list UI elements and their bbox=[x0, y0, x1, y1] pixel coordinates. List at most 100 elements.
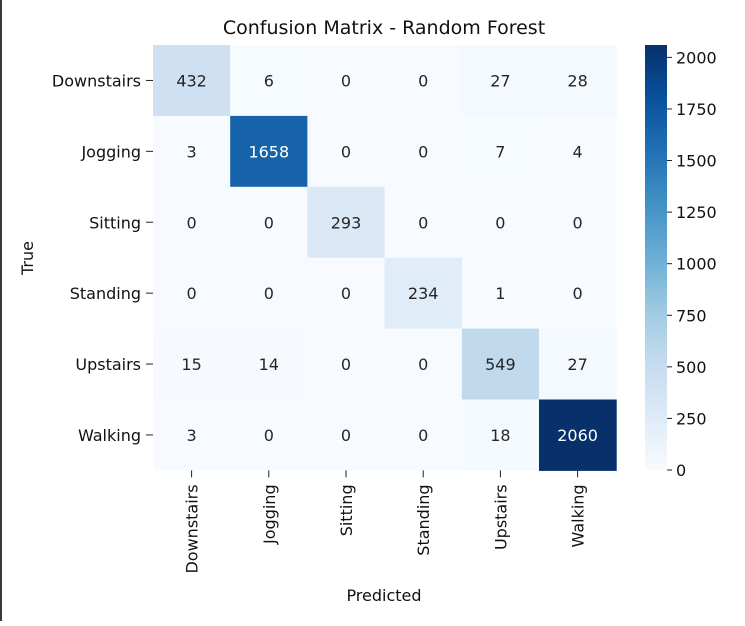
cell-value-label: 0 bbox=[341, 426, 351, 445]
heatmap-cell bbox=[461, 399, 540, 471]
heatmap-cell bbox=[307, 186, 386, 259]
cell-value-label: 0 bbox=[495, 213, 505, 232]
x-tick-label: Standing bbox=[414, 484, 433, 555]
heatmap-cell bbox=[230, 399, 308, 471]
colorbar-tick-label: 750 bbox=[676, 306, 707, 325]
heatmap-cell bbox=[461, 45, 540, 117]
cell-value-label: 0 bbox=[341, 142, 351, 161]
heatmap-cell bbox=[384, 115, 463, 188]
cell-value-label: 0 bbox=[187, 213, 197, 232]
colorbar-tick-label: 2000 bbox=[676, 48, 717, 67]
heatmap-cell bbox=[461, 115, 540, 188]
cell-value-label: 15 bbox=[181, 355, 201, 374]
y-tick-label: Sitting bbox=[89, 213, 141, 232]
heatmap-cell bbox=[153, 186, 231, 259]
cell-value-label: 0 bbox=[341, 284, 351, 303]
cell-value-label: 549 bbox=[485, 355, 516, 374]
y-tick-label: Standing bbox=[70, 284, 141, 303]
colorbar-tick-label: 250 bbox=[676, 409, 707, 428]
colorbar-tick-label: 1250 bbox=[676, 203, 717, 222]
x-tick-label: Upstairs bbox=[491, 484, 510, 550]
cell-value-label: 0 bbox=[418, 142, 428, 161]
cell-value-label: 27 bbox=[567, 355, 587, 374]
heatmap-cell bbox=[230, 328, 308, 400]
colorbar-tick-label: 0 bbox=[676, 461, 686, 480]
heatmap-cell bbox=[539, 186, 617, 259]
heatmap-cell bbox=[230, 186, 308, 259]
heatmap-cell bbox=[153, 328, 231, 400]
cell-value-label: 0 bbox=[187, 284, 197, 303]
cell-value-label: 3 bbox=[187, 426, 197, 445]
heatmap-cell bbox=[153, 115, 231, 188]
colorbar-tick-label: 1000 bbox=[676, 255, 717, 274]
cell-value-label: 6 bbox=[264, 71, 274, 90]
heatmap-cell bbox=[384, 328, 463, 400]
cell-value-label: 432 bbox=[176, 71, 207, 90]
cell-value-label: 0 bbox=[418, 213, 428, 232]
x-tick-label: Downstairs bbox=[183, 484, 202, 573]
heatmap-cell bbox=[153, 399, 231, 471]
cell-value-label: 293 bbox=[331, 213, 362, 232]
cell-value-label: 28 bbox=[567, 71, 587, 90]
cell-value-label: 3 bbox=[187, 142, 197, 161]
heatmap-cell bbox=[539, 115, 617, 188]
heatmap-cell bbox=[539, 45, 617, 117]
y-tick-label: Jogging bbox=[80, 142, 141, 161]
heatmap-cell bbox=[153, 257, 231, 330]
y-axis-label: True bbox=[18, 241, 37, 276]
cell-value-label: 4 bbox=[573, 142, 583, 161]
heatmap-cell bbox=[230, 45, 308, 117]
colorbar-tick-label: 1750 bbox=[676, 100, 717, 119]
x-tick-label: Jogging bbox=[260, 484, 279, 545]
cell-value-label: 0 bbox=[341, 355, 351, 374]
cell-value-label: 0 bbox=[418, 426, 428, 445]
cell-value-label: 0 bbox=[418, 71, 428, 90]
heatmap-cell bbox=[539, 328, 617, 400]
cell-value-label: 0 bbox=[418, 355, 428, 374]
colorbar-tick-label: 1500 bbox=[676, 152, 717, 171]
y-tick-labels: Downstairs Jogging Sitting Standing Upstairs… bbox=[52, 71, 153, 445]
heatmap-cell bbox=[461, 257, 540, 330]
colorbar-ticks: 0 250 500 750 1000 1250 1500 1750 2000 bbox=[667, 48, 717, 480]
y-tick-label: Walking bbox=[78, 426, 141, 445]
cell-value-label: 7 bbox=[495, 142, 505, 161]
heatmap-cell bbox=[153, 45, 231, 117]
cell-value-label: 18 bbox=[490, 426, 510, 445]
cell-value-label: 0 bbox=[264, 284, 274, 303]
x-axis-label: Predicted bbox=[346, 586, 421, 605]
x-tick-labels: Downstairs Jogging Sitting Standing Upstairs… bbox=[183, 470, 588, 574]
cell-value-label: 0 bbox=[573, 284, 583, 303]
cell-value-label: 0 bbox=[341, 71, 351, 90]
heatmap-cell bbox=[307, 399, 386, 471]
colorbar bbox=[645, 45, 667, 470]
y-tick-label: Upstairs bbox=[75, 355, 141, 374]
chart-title: Confusion Matrix - Random Forest bbox=[223, 17, 545, 39]
heatmap-cell bbox=[384, 186, 463, 259]
heatmap-cell bbox=[384, 257, 463, 330]
cell-value-label: 1658 bbox=[248, 142, 289, 161]
cell-value-label: 27 bbox=[490, 71, 510, 90]
colorbar-tick-label: 500 bbox=[676, 358, 707, 377]
heatmap-cell bbox=[230, 115, 308, 188]
cell-value-label: 1 bbox=[495, 284, 505, 303]
heatmap-cell bbox=[307, 257, 386, 330]
heatmap-cell bbox=[384, 399, 463, 471]
heatmap-cells: 432 6 0 0 27 28 3 1658 0 0 7 4 0 0 293 0 0 0 0 0 0 234 1 0 15 14 0… bbox=[153, 45, 617, 471]
heatmap-cell bbox=[461, 186, 540, 259]
heatmap-cell bbox=[384, 45, 463, 117]
heatmap-cell bbox=[307, 328, 386, 400]
cell-value-label: 0 bbox=[264, 426, 274, 445]
x-tick-label: Sitting bbox=[337, 484, 356, 536]
heatmap-cell bbox=[230, 257, 308, 330]
heatmap-cell bbox=[539, 257, 617, 330]
heatmap-cell bbox=[307, 45, 386, 117]
heatmap-cell bbox=[307, 115, 386, 188]
cell-value-label: 0 bbox=[573, 213, 583, 232]
window-edge bbox=[0, 0, 2, 621]
cell-value-label: 234 bbox=[408, 284, 439, 303]
cell-value-label: 14 bbox=[259, 355, 279, 374]
heatmap-cell bbox=[461, 328, 540, 400]
heatmap-cell bbox=[539, 399, 617, 471]
